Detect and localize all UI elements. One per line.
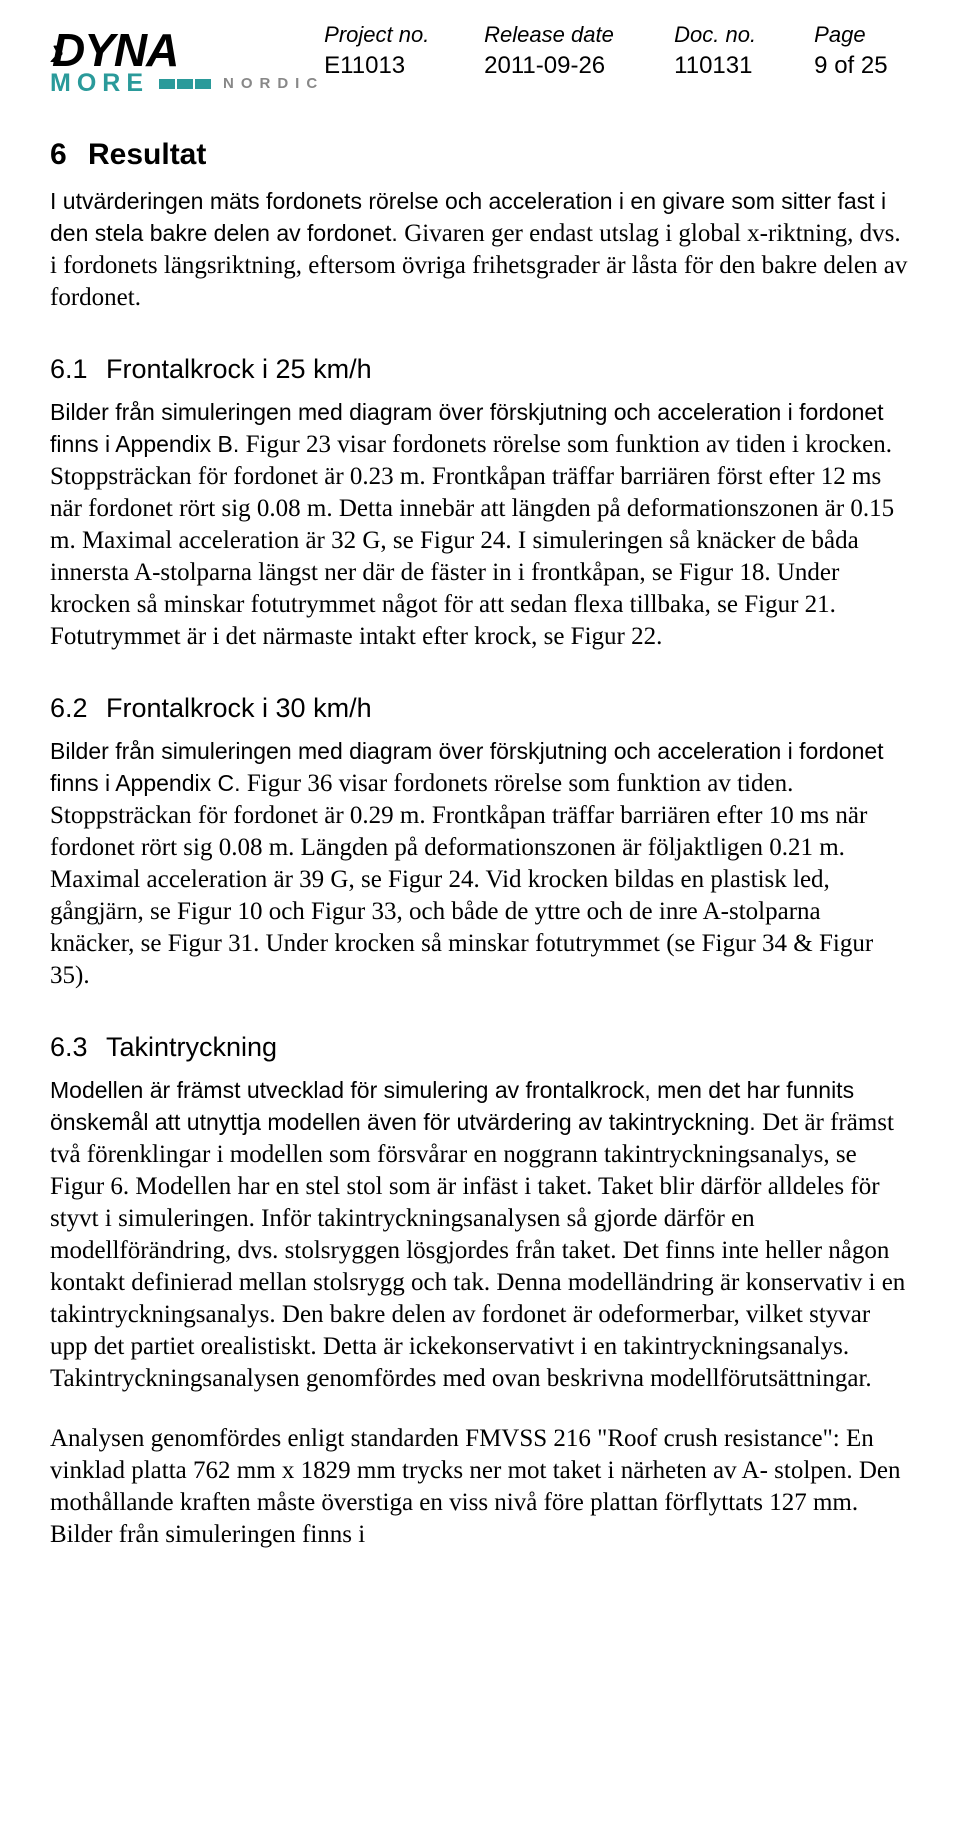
meta-label-release: Release date [484, 20, 674, 50]
heading-text: Resultat [88, 138, 206, 171]
page-header: ››› DYNA MORE NORDIC Project no. Release… [50, 20, 910, 98]
heading-number: 6 [50, 138, 88, 172]
logo-top-line: ››› DYNA [50, 30, 324, 71]
document-meta: Project no. Release date Doc. no. Page E… [324, 20, 914, 82]
heading-number: 6.3 [50, 1032, 106, 1063]
meta-value-doc: 110131 [674, 50, 814, 82]
text-run: Figur 36 visar fordonets rörelse som fun… [50, 770, 873, 989]
paragraph: Bilder från simuleringen med diagram öve… [50, 397, 910, 653]
meta-label-project: Project no. [324, 20, 484, 50]
meta-label-doc: Doc. no. [674, 20, 814, 50]
logo-text-nordic: NORDIC [223, 75, 324, 92]
text-run: Analysen genomfördes enligt standarden F… [50, 1425, 901, 1548]
meta-header-row: Project no. Release date Doc. no. Page [324, 20, 914, 50]
text-run: Figur 23 visar fordonets rörelse som fun… [50, 431, 894, 650]
heading-text: Takintryckning [106, 1032, 277, 1062]
text-run-arial: Modellen är främst utvecklad för simuler… [50, 1077, 854, 1135]
heading-6-1: 6.1Frontalkrock i 25 km/h [50, 354, 910, 385]
logo-bars-icon [159, 79, 211, 89]
paragraph: Analysen genomfördes enligt standarden F… [50, 1423, 910, 1551]
text-run: Det är främst två förenklingar i modelle… [50, 1109, 905, 1392]
meta-value-release: 2011-09-26 [484, 50, 674, 82]
meta-value-page: 9 of 25 [814, 50, 914, 82]
heading-6-2: 6.2Frontalkrock i 30 km/h [50, 693, 910, 724]
logo-bottom-line: MORE NORDIC [50, 69, 324, 98]
document-page: ››› DYNA MORE NORDIC Project no. Release… [0, 0, 960, 1841]
paragraph: Modellen är främst utvecklad för simuler… [50, 1075, 910, 1395]
logo-text-dyna: DYNA [52, 30, 178, 71]
heading-number: 6.2 [50, 693, 106, 724]
meta-value-project: E11013 [324, 50, 484, 82]
logo-text-more: MORE [50, 69, 149, 98]
meta-label-page: Page [814, 20, 914, 50]
meta-value-row: E11013 2011-09-26 110131 9 of 25 [324, 50, 914, 82]
paragraph: I utvärderingen mäts fordonets rörelse o… [50, 186, 910, 314]
company-logo: ››› DYNA MORE NORDIC [50, 20, 324, 98]
heading-6: 6Resultat [50, 138, 910, 172]
heading-6-3: 6.3Takintryckning [50, 1032, 910, 1063]
heading-text: Frontalkrock i 25 km/h [106, 354, 372, 384]
paragraph: Bilder från simuleringen med diagram öve… [50, 736, 910, 992]
heading-text: Frontalkrock i 30 km/h [106, 693, 372, 723]
heading-number: 6.1 [50, 354, 106, 385]
